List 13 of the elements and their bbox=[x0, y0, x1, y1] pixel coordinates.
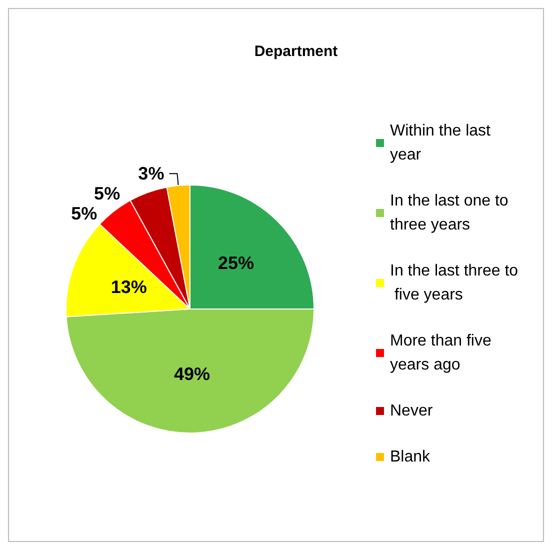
data-label: 49% bbox=[174, 364, 210, 384]
chart-title: Department bbox=[254, 43, 338, 60]
legend-label: In the last one to three years bbox=[390, 192, 513, 234]
data-label: 5% bbox=[94, 184, 120, 204]
data-label: 25% bbox=[218, 253, 254, 274]
legend-label: Within the last year bbox=[390, 122, 495, 164]
legend-label: More than five years ago bbox=[390, 332, 496, 374]
data-label: 13% bbox=[110, 276, 147, 297]
data-label: 5% bbox=[71, 204, 98, 224]
data-label: 3% bbox=[138, 164, 164, 184]
legend-label: Blank bbox=[390, 448, 432, 466]
legend-label: In the last three to five years bbox=[390, 262, 518, 304]
legend-label: Never bbox=[390, 402, 434, 420]
